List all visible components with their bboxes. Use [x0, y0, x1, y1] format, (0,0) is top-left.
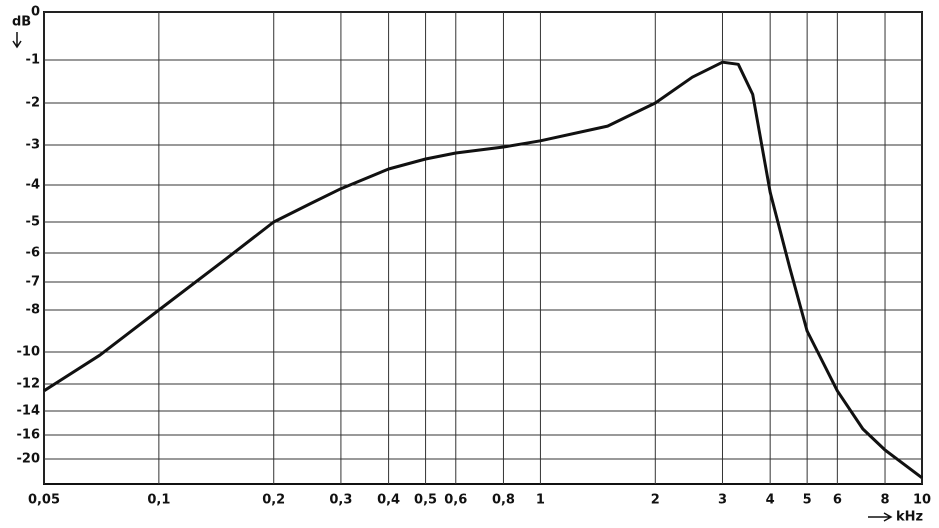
x-arrow — [868, 512, 893, 522]
y-tick-label: -8 — [26, 303, 40, 318]
x-tick-label: 1 — [536, 493, 545, 508]
x-axis-label: kHz — [896, 510, 923, 525]
response-curve — [43, 60, 923, 479]
x-tick-label: 0,1 — [147, 493, 170, 508]
x-tick-label: 0,3 — [329, 493, 352, 508]
x-tick-label: 5 — [803, 493, 812, 508]
y-tick-label: -10 — [17, 345, 41, 360]
y-tick-label: -1 — [26, 53, 40, 68]
x-tick-label: 6 — [833, 493, 842, 508]
x-tick-label: 0,4 — [377, 493, 400, 508]
x-tick-label: 0,8 — [492, 493, 515, 508]
x-tick-label: 0,2 — [262, 493, 285, 508]
y-tick-label: -2 — [26, 96, 40, 111]
y-tick-label: -6 — [26, 246, 40, 261]
y-tick-label: 0 — [31, 5, 40, 20]
x-tick-label: 0,5 — [414, 493, 437, 508]
y-axis-label: dB — [12, 15, 31, 30]
x-tick-label: 2 — [651, 493, 660, 508]
x-tick-label: 10 — [913, 493, 931, 508]
y-tick-label: -14 — [17, 404, 41, 419]
plot-frame — [43, 11, 923, 485]
y-tick-label: -20 — [17, 452, 41, 467]
y-tick-label: -16 — [17, 428, 41, 443]
x-tick-label: 3 — [718, 493, 727, 508]
y-tick-label: -4 — [26, 178, 40, 193]
y-tick-label: -7 — [26, 275, 40, 290]
y-arrow — [12, 32, 22, 49]
x-tick-label: 8 — [880, 493, 889, 508]
x-tick-label: 0,6 — [444, 493, 467, 508]
y-tick-label: -5 — [26, 215, 40, 230]
y-tick-label: -12 — [17, 377, 41, 392]
x-tick-label: 4 — [766, 493, 775, 508]
y-tick-label: -3 — [26, 138, 40, 153]
x-tick-label: 0,05 — [28, 493, 60, 508]
